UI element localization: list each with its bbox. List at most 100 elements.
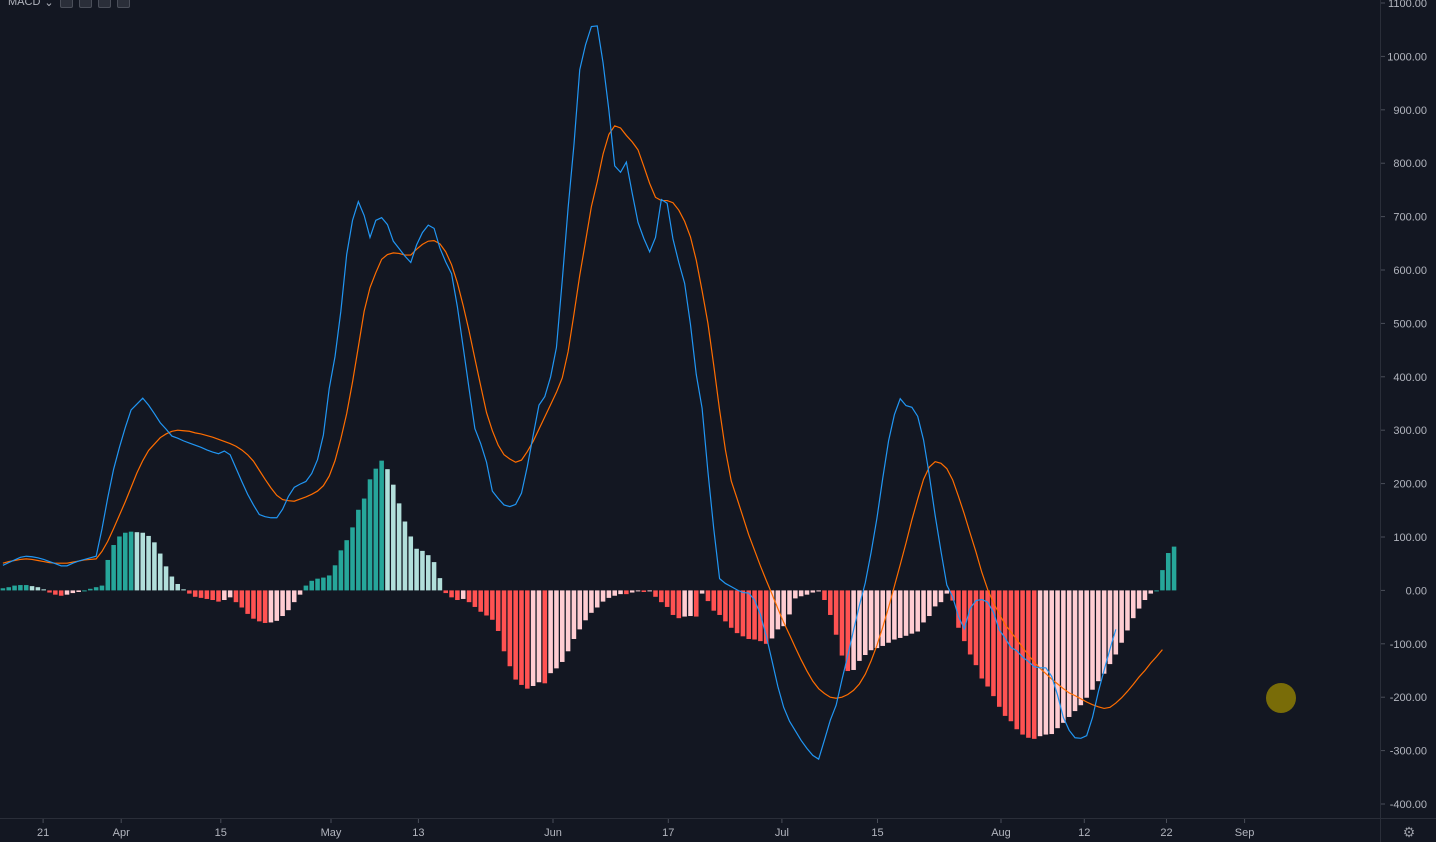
histogram-bar xyxy=(431,562,437,591)
histogram-bar xyxy=(892,590,897,640)
histogram-bar xyxy=(111,545,116,591)
histogram-bar xyxy=(542,590,548,684)
histogram-bar xyxy=(262,590,268,623)
histogram-bar xyxy=(420,550,425,591)
histogram-bar xyxy=(938,590,944,603)
histogram-bar xyxy=(682,590,687,617)
histogram-bar xyxy=(361,498,367,591)
y-tick-label: 900.00 xyxy=(1393,105,1427,117)
indicator-legend[interactable]: MACD ⌄ xyxy=(8,0,130,10)
histogram-bar xyxy=(676,590,682,619)
histogram-layer xyxy=(0,460,1177,739)
histogram-bar xyxy=(1101,590,1107,674)
signal-line xyxy=(2,125,1163,710)
y-tick-label: 100.00 xyxy=(1393,532,1427,544)
price-axis[interactable]: 1100.00 1000.00 900.00 800.00 700.00 600.00 50… xyxy=(1381,0,1427,811)
histogram-bar xyxy=(734,590,740,634)
x-tick-label: 15 xyxy=(871,827,883,839)
y-tick-label: 700.00 xyxy=(1393,212,1427,224)
histogram-bar xyxy=(391,484,396,591)
histogram-bar xyxy=(1113,590,1119,655)
histogram-bar xyxy=(117,536,122,591)
histogram-bar xyxy=(507,590,513,667)
histogram-bar xyxy=(752,590,757,640)
histogram-bar xyxy=(82,590,87,592)
histogram-bar xyxy=(181,589,186,591)
histogram-bar xyxy=(828,590,833,615)
histogram-bar xyxy=(1136,590,1142,609)
histogram-bar xyxy=(204,590,210,599)
histogram-bar xyxy=(653,590,658,597)
histogram-bar xyxy=(175,583,180,591)
histogram-bar xyxy=(612,590,617,596)
histogram-bar xyxy=(309,580,314,591)
eye-icon[interactable] xyxy=(59,0,73,8)
histogram-bar xyxy=(152,542,157,591)
histogram-bar xyxy=(1014,590,1020,730)
histogram-bar xyxy=(321,577,326,591)
histogram-bar xyxy=(1002,590,1008,716)
chevron-down-icon[interactable]: ⌄ xyxy=(44,0,54,9)
histogram-bar xyxy=(629,590,635,593)
histogram-bar xyxy=(606,590,612,598)
histogram-bar xyxy=(169,576,175,591)
histogram-bar xyxy=(833,590,839,635)
histogram-bar xyxy=(192,590,198,597)
y-tick-label: 300.00 xyxy=(1393,425,1427,437)
y-tick-label: 0.00 xyxy=(1406,585,1427,597)
histogram-bar xyxy=(268,590,274,623)
histogram-bar xyxy=(478,590,483,612)
histogram-bar xyxy=(525,590,530,689)
histogram-bar xyxy=(0,588,6,591)
histogram-bar xyxy=(437,578,443,591)
histogram-bar xyxy=(233,590,239,603)
histogram-bar xyxy=(64,590,70,595)
histogram-bar xyxy=(1008,590,1014,722)
histogram-bar xyxy=(70,590,76,594)
histogram-bar xyxy=(105,559,111,591)
x-tick-label: Jun xyxy=(544,827,562,839)
histogram-bar xyxy=(123,532,128,591)
histogram-bar xyxy=(1154,590,1159,592)
more-icon[interactable] xyxy=(97,0,111,8)
histogram-bar xyxy=(227,590,233,598)
x-tick-label: Sep xyxy=(1235,827,1255,839)
histogram-bar xyxy=(915,590,920,632)
histogram-bar xyxy=(6,587,12,591)
histogram-bar xyxy=(1165,553,1171,591)
histogram-bar xyxy=(408,536,414,591)
histogram-bar xyxy=(210,590,215,601)
histogram-bar xyxy=(886,590,891,643)
histogram-bar xyxy=(519,590,524,685)
histogram-bar xyxy=(979,590,985,679)
histogram-bar xyxy=(594,590,600,608)
histogram-bar xyxy=(1119,590,1124,643)
indicator-name[interactable]: MACD xyxy=(8,0,41,8)
histogram-bar xyxy=(367,479,373,591)
x-tick-label: 13 xyxy=(412,827,424,839)
histogram-bar xyxy=(134,532,140,591)
crossover-highlight xyxy=(1266,683,1296,713)
histogram-bar xyxy=(763,590,769,644)
x-tick-label: 22 xyxy=(1160,827,1172,839)
histogram-bar xyxy=(303,585,309,591)
close-icon[interactable] xyxy=(116,0,130,8)
histogram-bar xyxy=(23,585,29,591)
histogram-bar xyxy=(18,585,23,591)
x-tick-label: 15 xyxy=(215,827,227,839)
time-axis[interactable]: 21 Apr 15 May 13 Jun 17 Jul 15 Aug 12 22 Sep xyxy=(37,819,1254,839)
histogram-bar xyxy=(1160,570,1165,591)
histogram-bar xyxy=(41,589,46,591)
gear-icon[interactable]: ⚙ xyxy=(1402,824,1416,840)
histogram-bar xyxy=(472,590,478,607)
histogram-bar xyxy=(810,590,816,593)
histogram-bar xyxy=(495,590,501,631)
histogram-bar xyxy=(99,585,105,591)
histogram-bar xyxy=(425,555,431,591)
settings-icon[interactable] xyxy=(78,0,92,8)
histogram-bar xyxy=(251,590,256,619)
histogram-bar xyxy=(927,590,932,617)
histogram-bar xyxy=(396,503,402,591)
histogram-bar xyxy=(560,590,565,662)
